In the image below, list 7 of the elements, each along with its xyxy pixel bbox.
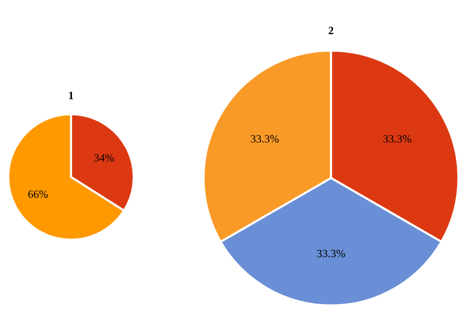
chart-title: 2 bbox=[328, 26, 334, 34]
data-label: 34% bbox=[94, 154, 114, 162]
chart-title: 1 bbox=[69, 92, 74, 100]
data-label: 33.3% bbox=[250, 135, 279, 143]
data-label: 33.3% bbox=[383, 135, 412, 143]
data-label: 33.3% bbox=[317, 250, 345, 258]
data-label: 66% bbox=[28, 190, 48, 198]
